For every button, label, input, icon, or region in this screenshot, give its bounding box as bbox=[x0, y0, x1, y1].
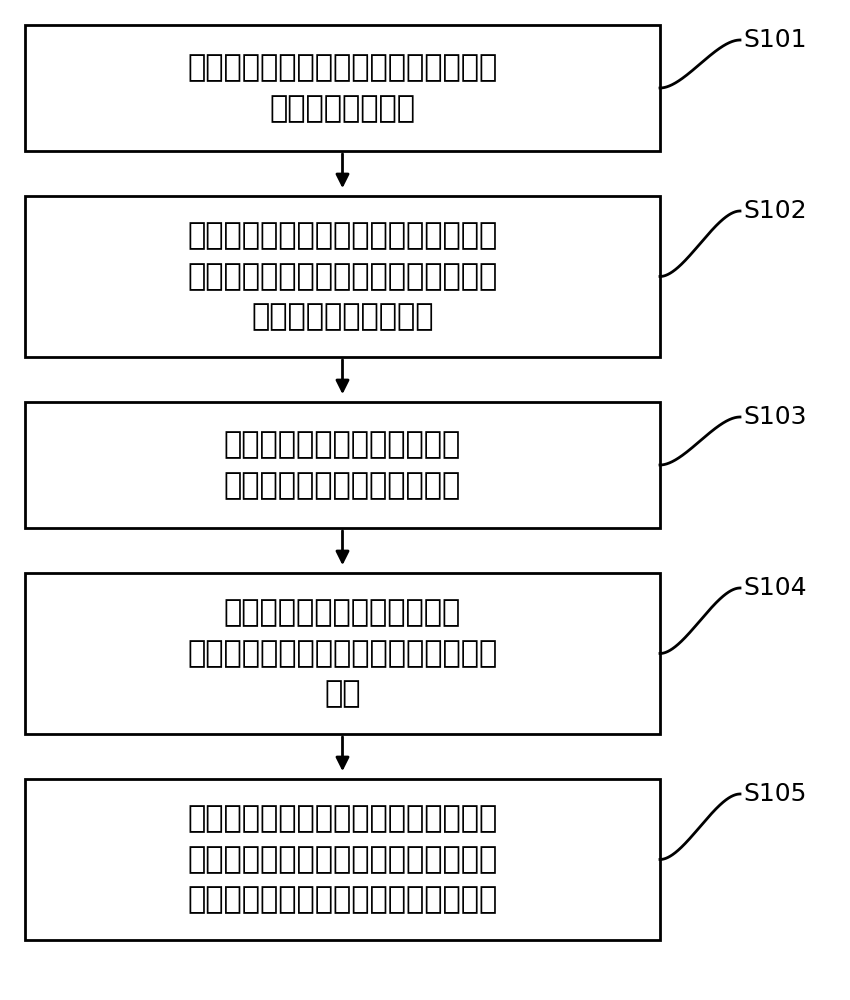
Bar bbox=[25, 573, 660, 734]
Text: 如果车辆驶离当前波束距离值
小于等于切换区域宽度值，则开启下一
波束: 如果车辆驶离当前波束距离值 小于等于切换区域宽度值，则开启下一 波束 bbox=[187, 598, 497, 708]
Bar bbox=[25, 779, 660, 940]
Text: S102: S102 bbox=[743, 199, 807, 223]
Text: S105: S105 bbox=[743, 782, 807, 806]
Text: 判断车辆驶离当前波束距离值
是否小于等于切换区域宽度值: 判断车辆驶离当前波束距离值 是否小于等于切换区域宽度值 bbox=[224, 430, 461, 500]
Text: S104: S104 bbox=[743, 576, 807, 600]
Bar bbox=[25, 196, 660, 357]
Bar bbox=[25, 402, 660, 528]
Text: 获取服务于车辆的当前波束的边界信息
和切换区域宽度值: 获取服务于车辆的当前波束的边界信息 和切换区域宽度值 bbox=[187, 53, 497, 123]
Text: S103: S103 bbox=[743, 405, 807, 429]
Text: 获取车辆的行驶状态信息，并根据行驶
状态信息和当前波束的边界信息计算车
辆驶离当前波束距离值: 获取车辆的行驶状态信息，并根据行驶 状态信息和当前波束的边界信息计算车 辆驶离当… bbox=[187, 222, 497, 332]
Text: S101: S101 bbox=[743, 28, 807, 52]
Text: 获取车辆的接入状态信息，并根据接入
状态信息判断车辆是否接入下一波束，
以及在判断结果为是时，关闭当前波束: 获取车辆的接入状态信息，并根据接入 状态信息判断车辆是否接入下一波束， 以及在判… bbox=[187, 804, 497, 914]
Bar bbox=[25, 25, 660, 151]
